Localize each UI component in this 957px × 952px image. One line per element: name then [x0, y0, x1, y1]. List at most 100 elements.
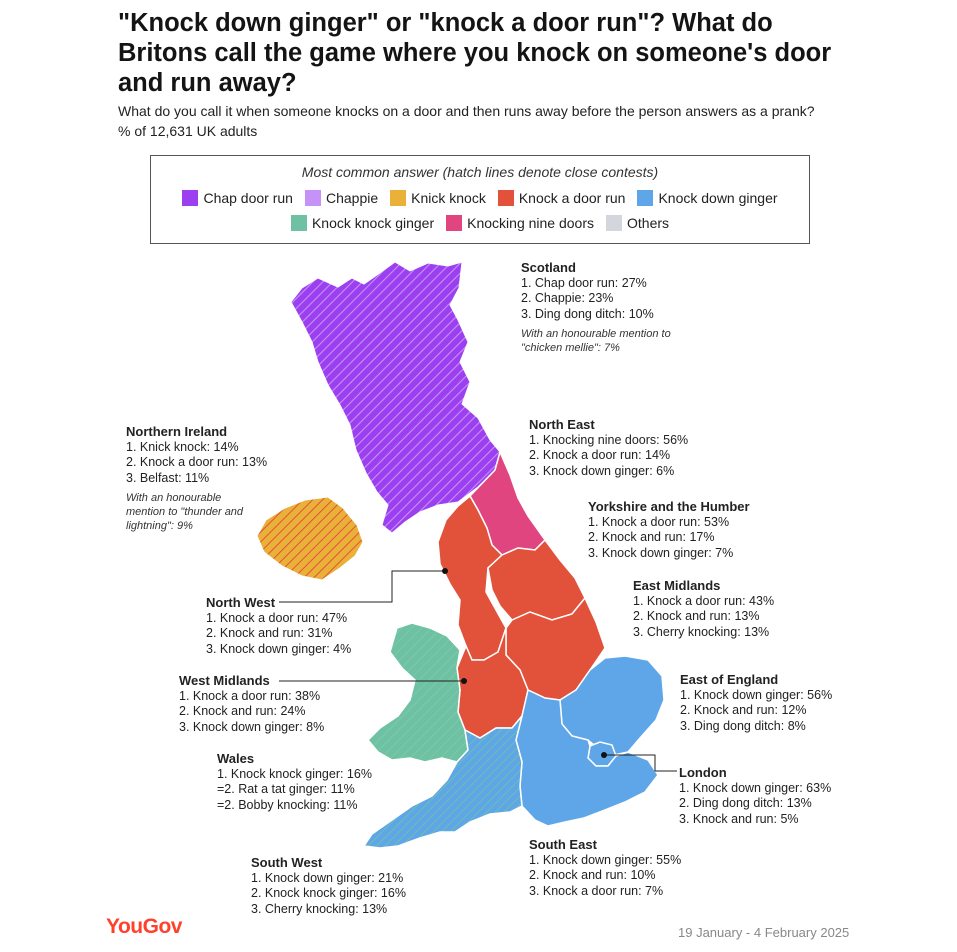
legend-row: Knock knock ginger Knocking nine doors O… — [151, 215, 809, 231]
label-south-west: South West 1. Knock down ginger: 21% 2. … — [251, 855, 406, 917]
legend-label: Chap door run — [203, 190, 293, 206]
marker-west-midlands — [461, 678, 467, 684]
legend-item-chappie: Chappie — [304, 190, 379, 206]
region-scotland — [290, 261, 501, 534]
rank-line: 1. Knock down ginger: 21% — [251, 870, 404, 885]
survey-dates: 19 January - 4 February 2025 — [678, 925, 850, 940]
label-north-west: North West 1. Knock a door run: 47% 2. K… — [206, 595, 351, 657]
label-east-of-england: East of England 1. Knock down ginger: 56… — [680, 672, 832, 734]
rank-line: 3. Cherry knocking: 13% — [633, 624, 770, 639]
page-subtitle: What do you call it when someone knocks … — [118, 103, 815, 139]
legend-item-knock-a-door-run: Knock a door run — [497, 190, 626, 206]
rank-line: 2. Ding dong ditch: 13% — [679, 796, 812, 810]
rank-line: 1. Knock a door run: 47% — [206, 610, 348, 625]
rank-line: 3. Knock down ginger: 6% — [529, 463, 675, 478]
legend-swatch — [497, 190, 514, 206]
region-name: South West — [251, 855, 323, 870]
region-south-west — [362, 715, 523, 849]
leader-line-north-west — [279, 570, 445, 603]
rank-line: 3. Belfast: 11% — [126, 470, 210, 485]
legend-label: Knock down ginger — [658, 190, 778, 206]
legend-item-knock-knock-ginger: Knock knock ginger — [290, 215, 435, 231]
region-name: East Midlands — [633, 578, 721, 593]
legend-item-others: Others — [606, 215, 669, 231]
rank-line: 2. Knock and run: 31% — [206, 626, 333, 640]
label-north-east: North East 1. Knocking nine doors: 56% 2… — [529, 417, 688, 479]
rank-line: 1. Knock a door run: 38% — [179, 688, 321, 703]
rank-line: 3. Knock down ginger: 8% — [179, 719, 325, 734]
label-wales: Wales 1. Knock knock ginger: 16% =2. Rat… — [217, 751, 372, 813]
rank-line: 2. Knock a door run: 14% — [529, 448, 671, 462]
region-name: Scotland — [521, 260, 576, 275]
rank-line: 1. Knock down ginger: 55% — [529, 852, 682, 867]
legend-item-knocking-nine-doors: Knocking nine doors — [446, 215, 594, 231]
region-name: South East — [529, 837, 597, 852]
region-northern-ireland — [256, 496, 364, 581]
label-south-east: South East 1. Knock down ginger: 55% 2. … — [529, 837, 681, 899]
label-west-midlands: West Midlands 1. Knock a door run: 38% 2… — [179, 673, 324, 735]
region-name: North West — [206, 595, 276, 610]
label-northern-ireland: Northern Ireland 1. Knick knock: 14% 2. … — [126, 424, 267, 533]
honourable-mention: With an honourable mention to "thunder a… — [126, 492, 244, 532]
region-name: Northern Ireland — [126, 424, 228, 439]
rank-line: 2. Knock a door run: 13% — [126, 455, 268, 469]
rank-line: 3. Knock and run: 5% — [679, 811, 799, 826]
rank-line: 1. Knock a door run: 53% — [588, 514, 730, 529]
rank-line: 1. Knick knock: 14% — [126, 439, 239, 454]
rank-line: 1. Knock down ginger: 56% — [680, 687, 833, 702]
rank-line: =2. Bobby knocking: 11% — [217, 797, 358, 812]
rank-line: 2. Chappie: 23% — [521, 291, 614, 305]
label-scotland: Scotland 1. Chap door run: 27% 2. Chappi… — [521, 260, 706, 355]
region-wales — [366, 622, 469, 763]
rank-line: 3. Knock down ginger: 7% — [588, 545, 734, 560]
legend-swatch — [390, 190, 407, 206]
region-name: West Midlands — [179, 673, 270, 688]
rank-line: 3. Knock a door run: 7% — [529, 883, 664, 898]
rank-line: =2. Rat a tat ginger: 11% — [217, 782, 355, 796]
region-name: London — [679, 765, 727, 780]
legend-label: Knick knock — [411, 190, 486, 206]
label-london: London 1. Knock down ginger: 63% 2. Ding… — [679, 765, 831, 827]
rank-line: 3. Cherry knocking: 13% — [251, 901, 388, 916]
legend-item-knick-knock: Knick knock — [390, 190, 486, 206]
map-legend: Most common answer (hatch lines denote c… — [150, 155, 810, 244]
yougov-logo: YouGov — [106, 915, 182, 938]
page-title: "Knock down ginger" or "knock a door run… — [118, 9, 832, 97]
honourable-mention: With an honourable mention to "chicken m… — [521, 328, 671, 354]
legend-swatch — [182, 190, 199, 206]
label-east-midlands: East Midlands 1. Knock a door run: 43% 2… — [633, 578, 774, 640]
legend-label: Knock a door run — [518, 190, 626, 206]
rank-line: 3. Knock down ginger: 4% — [206, 641, 352, 656]
marker-london — [601, 752, 607, 758]
legend-swatch — [606, 215, 623, 231]
label-yorkshire-and-the-humber: Yorkshire and the Humber 1. Knock a door… — [588, 499, 750, 561]
rank-line: 2. Knock and run: 17% — [588, 530, 715, 544]
legend-label: Knock knock ginger — [311, 215, 435, 231]
legend-label: Chappie — [325, 190, 379, 206]
rank-line: 1. Chap door run: 27% — [521, 275, 647, 290]
marker-north-west — [442, 568, 448, 574]
region-name: Yorkshire and the Humber — [588, 499, 750, 514]
legend-row: Chap door run Chappie Knick knock Knock … — [151, 190, 809, 206]
legend-item-knock-down-ginger: Knock down ginger — [637, 190, 778, 206]
rank-line: 2. Knock and run: 24% — [179, 704, 306, 718]
rank-line: 2. Knock and run: 12% — [680, 703, 807, 717]
leader-line-london — [604, 754, 677, 772]
rank-line: 1. Knocking nine doors: 56% — [529, 432, 689, 447]
legend-swatch — [304, 190, 321, 206]
legend-title: Most common answer (hatch lines denote c… — [301, 164, 659, 180]
legend-swatch — [446, 215, 463, 231]
rank-line: 3. Ding dong ditch: 8% — [680, 718, 806, 733]
region-name: North East — [529, 417, 595, 432]
legend-label: Knocking nine doors — [467, 215, 595, 231]
legend-label: Others — [627, 215, 670, 231]
rank-line: 2. Knock knock ginger: 16% — [251, 886, 406, 900]
rank-line: 1. Knock down ginger: 63% — [679, 780, 832, 795]
rank-line: 2. Knock and run: 10% — [529, 868, 656, 882]
region-name: Wales — [217, 751, 255, 766]
rank-line: 3. Ding dong ditch: 10% — [521, 306, 654, 321]
legend-item-chap-door-run: Chap door run — [182, 190, 293, 206]
region-name: East of England — [680, 672, 779, 687]
rank-line: 2. Knock and run: 13% — [633, 609, 760, 623]
